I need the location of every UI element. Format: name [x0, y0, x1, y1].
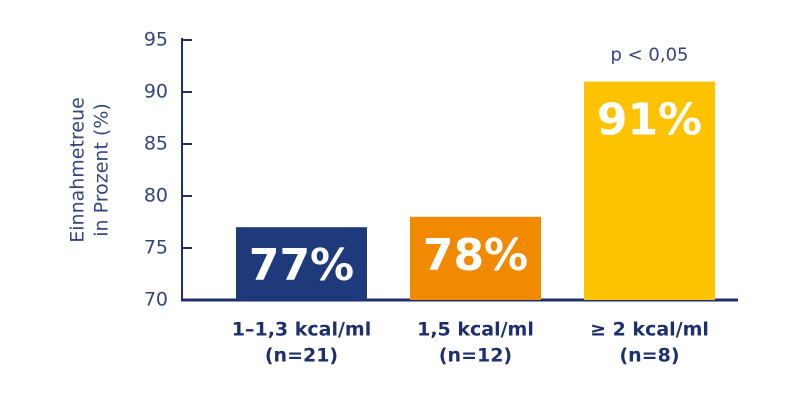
y-tick-label: 85 [144, 133, 168, 155]
x-tick-label: ≥ 2 kcal/ml [590, 319, 709, 341]
y-tick-label: 90 [144, 81, 168, 103]
value-label: 77% [249, 240, 354, 291]
bar [236, 227, 367, 300]
y-axis-label: Einnahmetreue [67, 97, 89, 243]
y-tick-label: 70 [144, 289, 168, 311]
x-tick-label: 1,5 kcal/ml [417, 319, 534, 341]
x-tick-label: (n=21) [265, 345, 338, 367]
value-label: 91% [597, 95, 702, 146]
x-tick-label: (n=12) [439, 345, 512, 367]
y-tick-label: 75 [144, 237, 168, 259]
bar [410, 216, 541, 300]
x-tick-label: (n=8) [619, 345, 679, 367]
y-tick-label: 95 [144, 29, 168, 51]
y-tick-label: 80 [144, 185, 168, 207]
y-axis-label: in Prozent (%) [91, 103, 113, 237]
x-tick-label: 1–1,3 kcal/ml [232, 319, 371, 341]
bar [584, 81, 715, 300]
value-label: 78% [423, 230, 528, 281]
annotation: p < 0,05 [610, 45, 688, 66]
